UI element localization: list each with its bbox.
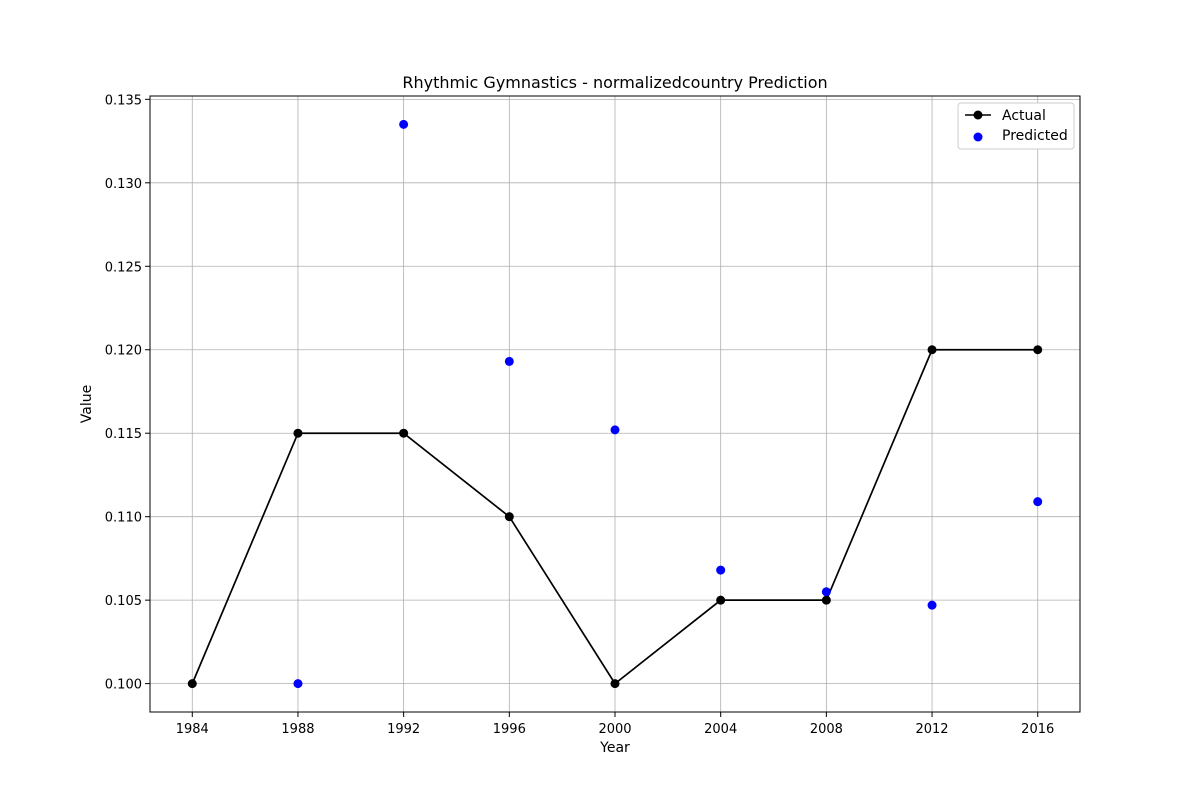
legend-predicted-marker bbox=[973, 132, 983, 142]
x-tick-label: 1984 bbox=[176, 722, 209, 737]
x-tick-label: 1988 bbox=[281, 722, 314, 737]
x-tick-label: 2012 bbox=[915, 722, 948, 737]
chart-title: Rhythmic Gymnastics - normalizedcountry … bbox=[402, 73, 827, 92]
legend-actual-marker bbox=[973, 110, 983, 120]
y-tick-label: 0.110 bbox=[105, 511, 142, 526]
actual-point bbox=[399, 428, 409, 438]
predicted-point bbox=[927, 600, 937, 610]
x-axis: 1984 1988 1992 1996 2000 2004 2008 2012 2016 bbox=[176, 712, 1054, 737]
y-tick-label: 0.100 bbox=[105, 678, 142, 693]
predicted-point bbox=[821, 587, 831, 597]
y-tick-label: 0.115 bbox=[105, 427, 142, 442]
series-actual bbox=[187, 345, 1043, 689]
legend-actual-label: Actual bbox=[1002, 108, 1046, 124]
y-tick-label: 0.105 bbox=[105, 594, 142, 609]
x-tick-label: 2000 bbox=[598, 722, 631, 737]
x-tick-label: 1996 bbox=[493, 722, 526, 737]
x-tick-label: 1992 bbox=[387, 722, 420, 737]
legend: Actual Predicted bbox=[957, 102, 1075, 150]
y-axis-label: Value bbox=[79, 385, 95, 423]
x-tick-label: 2008 bbox=[810, 722, 843, 737]
y-tick-label: 0.135 bbox=[105, 93, 142, 108]
y-tick-label: 0.120 bbox=[105, 344, 142, 359]
actual-point bbox=[504, 512, 514, 522]
predicted-point bbox=[1033, 497, 1043, 507]
actual-point bbox=[927, 345, 937, 355]
predicted-point bbox=[716, 565, 726, 575]
y-axis: 0.100 0.105 0.110 0.115 0.120 0.125 0.130 0.135 bbox=[105, 93, 150, 693]
actual-point bbox=[716, 595, 726, 605]
series-predicted bbox=[293, 119, 1043, 689]
actual-point bbox=[821, 595, 831, 605]
x-axis-label: Year bbox=[599, 740, 630, 756]
predicted-point bbox=[293, 679, 303, 689]
x-tick-label: 2016 bbox=[1021, 722, 1054, 737]
actual-point bbox=[1033, 345, 1043, 355]
actual-point bbox=[293, 428, 303, 438]
y-tick-label: 0.130 bbox=[105, 177, 142, 192]
predicted-point bbox=[610, 425, 620, 435]
y-tick-label: 0.125 bbox=[105, 260, 142, 275]
x-tick-label: 2004 bbox=[704, 722, 737, 737]
actual-point bbox=[610, 679, 620, 689]
predicted-point bbox=[504, 356, 514, 366]
actual-point bbox=[187, 679, 197, 689]
predicted-point bbox=[399, 119, 409, 129]
legend-predicted-label: Predicted bbox=[1002, 128, 1068, 144]
